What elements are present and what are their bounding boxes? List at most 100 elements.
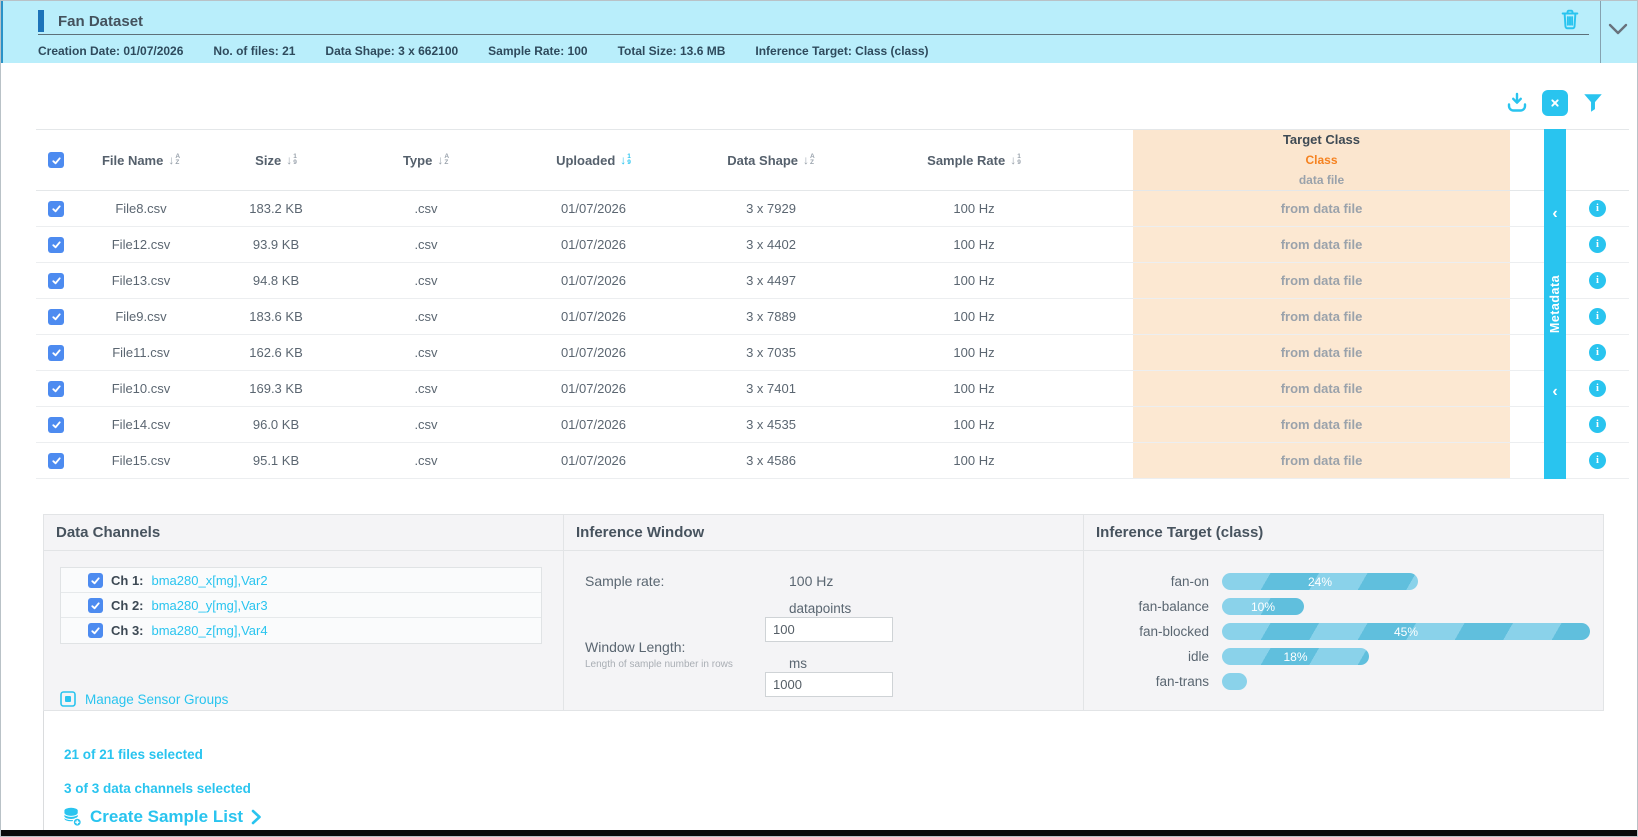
left-guide-line — [43, 711, 44, 832]
target-class-cell: from data file — [1133, 407, 1510, 442]
info-icon[interactable]: i — [1589, 308, 1606, 325]
file-name-cell: File11.csv — [112, 345, 170, 360]
inference-target-title: Inference Target (class) — [1084, 515, 1603, 551]
channel-label: Ch 2: — [111, 597, 144, 613]
metadata-tab-label: Metadata — [1548, 274, 1562, 334]
bar-percent-label: 10% — [1250, 599, 1276, 614]
table-toolbar — [1505, 90, 1605, 116]
row-checkbox[interactable] — [48, 200, 64, 217]
channel-checkbox[interactable] — [88, 597, 103, 613]
info-icon[interactable]: i — [1589, 200, 1606, 217]
datapoints-input[interactable] — [765, 617, 893, 642]
column-header-file-name[interactable]: File Name ↓ A Z — [76, 130, 206, 190]
filter-icon[interactable] — [1581, 91, 1605, 115]
type-cell: .csv — [414, 237, 438, 252]
size-cell: 93.9 KB — [252, 237, 300, 252]
row-checkbox[interactable] — [48, 416, 64, 433]
bottom-bar — [1, 830, 1637, 836]
target-class-cell: from data file — [1133, 335, 1510, 370]
type-cell: .csv — [414, 309, 438, 324]
sort-alpha-icon: ↓ A Z — [437, 153, 450, 167]
sample-rate-cell: 100 Hz — [953, 201, 995, 216]
window-length-hint: Length of sample number in rows — [585, 659, 733, 670]
clear-selection-icon[interactable] — [1542, 90, 1568, 116]
dataset-meta-item: Data Shape: 3 x 662100 — [325, 44, 459, 58]
download-icon[interactable] — [1505, 91, 1529, 115]
column-header-sample-rate[interactable]: Sample Rate ↓ 1 9 — [861, 130, 1133, 190]
dataset-meta: Creation Date: 01/07/2026 No. of files: 2… — [38, 42, 929, 60]
sort-alpha-icon: ↓ A Z — [168, 153, 181, 167]
target-class-bar: 45% — [1222, 623, 1590, 640]
row-checkbox[interactable] — [48, 452, 64, 469]
target-header-line: Class — [1305, 153, 1338, 168]
delete-dataset-icon[interactable] — [1559, 8, 1581, 30]
column-label: Size — [255, 152, 282, 168]
size-cell: 183.2 KB — [249, 201, 303, 216]
metadata-tab[interactable]: ‹ Metadata ‹ — [1544, 129, 1566, 479]
data-shape-cell: 3 x 4535 — [746, 417, 796, 432]
chevron-right-icon — [251, 809, 262, 825]
files-selected-status: 21 of 21 files selected — [64, 747, 203, 762]
create-sample-list-label: Create Sample List — [90, 807, 244, 826]
row-checkbox[interactable] — [48, 236, 64, 253]
column-label: Data Shape — [727, 152, 799, 168]
bar-percent-label: 18% — [1283, 649, 1308, 664]
channel-checkbox[interactable] — [88, 623, 103, 638]
target-class-bar-row: idle 18% — [1084, 648, 1369, 665]
uploaded-cell: 01/07/2026 — [560, 453, 627, 468]
column-header-size[interactable]: Size ↓ 1 9 — [206, 130, 346, 190]
table-header-row: File Name ↓ A Z Size ↓ 1 9 Type ↓ A Z Uploaded ↓ 1 9 Dat… — [36, 129, 1629, 191]
size-cell: 95.1 KB — [252, 453, 300, 468]
info-icon[interactable]: i — [1589, 380, 1606, 397]
sample-rate-value: 100 Hz — [789, 573, 834, 589]
size-cell: 162.6 KB — [249, 345, 303, 360]
manage-sensor-groups-label: Manage Sensor Groups — [85, 691, 229, 707]
uploaded-cell: 01/07/2026 — [560, 309, 627, 324]
target-class-bar-row: fan-trans — [1084, 673, 1247, 690]
metadata-collapse-icon[interactable]: ‹ — [1552, 383, 1558, 400]
target-class-bar-row: fan-on 24% — [1084, 573, 1418, 590]
sensor-group-icon — [60, 691, 76, 707]
ms-input[interactable] — [765, 672, 893, 697]
column-label: Sample Rate — [927, 152, 1006, 168]
row-checkbox[interactable] — [48, 344, 64, 361]
sample-rate-cell: 100 Hz — [953, 345, 995, 360]
title-divider — [38, 34, 1589, 35]
column-header-data-shape[interactable]: Data Shape ↓ A Z — [681, 130, 861, 190]
manage-sensor-groups-button[interactable]: Manage Sensor Groups — [60, 691, 228, 707]
target-class-bar: 10% — [1222, 598, 1304, 615]
channel-value: bma280_x[mg],Var2 — [151, 572, 268, 588]
data-channels-panel: Data Channels Ch 1: bma280_x[mg],Var2 Ch 2… — [43, 514, 564, 711]
config-panels: Data Channels Ch 1: bma280_x[mg],Var2 Ch 2… — [43, 514, 1604, 711]
create-sample-list-button[interactable]: Create Sample List — [63, 807, 262, 827]
target-class-bar: 18% — [1222, 648, 1369, 665]
column-label: File Name — [101, 152, 164, 168]
data-shape-cell: 3 x 4497 — [746, 273, 796, 288]
type-cell: .csv — [414, 381, 438, 396]
column-header-uploaded[interactable]: Uploaded ↓ 1 9 — [506, 130, 681, 190]
uploaded-cell: 01/07/2026 — [560, 201, 627, 216]
row-checkbox[interactable] — [48, 380, 64, 397]
inference-target-panel: Inference Target (class) fan-on 24% fan-ba… — [1083, 514, 1604, 711]
channel-checkbox[interactable] — [88, 572, 103, 588]
metadata-collapse-icon[interactable]: ‹ — [1552, 205, 1558, 222]
info-icon[interactable]: i — [1589, 452, 1606, 469]
column-header-type[interactable]: Type ↓ A Z — [346, 130, 506, 190]
target-class-name: fan-on — [1170, 574, 1209, 589]
row-checkbox[interactable] — [48, 272, 64, 289]
row-checkbox[interactable] — [48, 308, 64, 325]
collapse-chevron-icon[interactable] — [1607, 21, 1629, 37]
inference-window-title: Inference Window — [564, 515, 1083, 551]
info-icon[interactable]: i — [1589, 416, 1606, 433]
file-name-cell: File15.csv — [111, 453, 171, 468]
info-icon[interactable]: i — [1589, 272, 1606, 289]
info-icon[interactable]: i — [1589, 344, 1606, 361]
info-icon[interactable]: i — [1589, 236, 1606, 253]
select-all-checkbox[interactable] — [48, 152, 64, 168]
file-name-cell: File13.csv — [111, 273, 171, 288]
target-class-bar — [1222, 673, 1247, 690]
uploaded-cell: 01/07/2026 — [560, 273, 627, 288]
dataset-meta-item: Sample Rate: 100 — [488, 44, 588, 58]
channel-row: Ch 1: bma280_x[mg],Var2 — [61, 568, 541, 593]
